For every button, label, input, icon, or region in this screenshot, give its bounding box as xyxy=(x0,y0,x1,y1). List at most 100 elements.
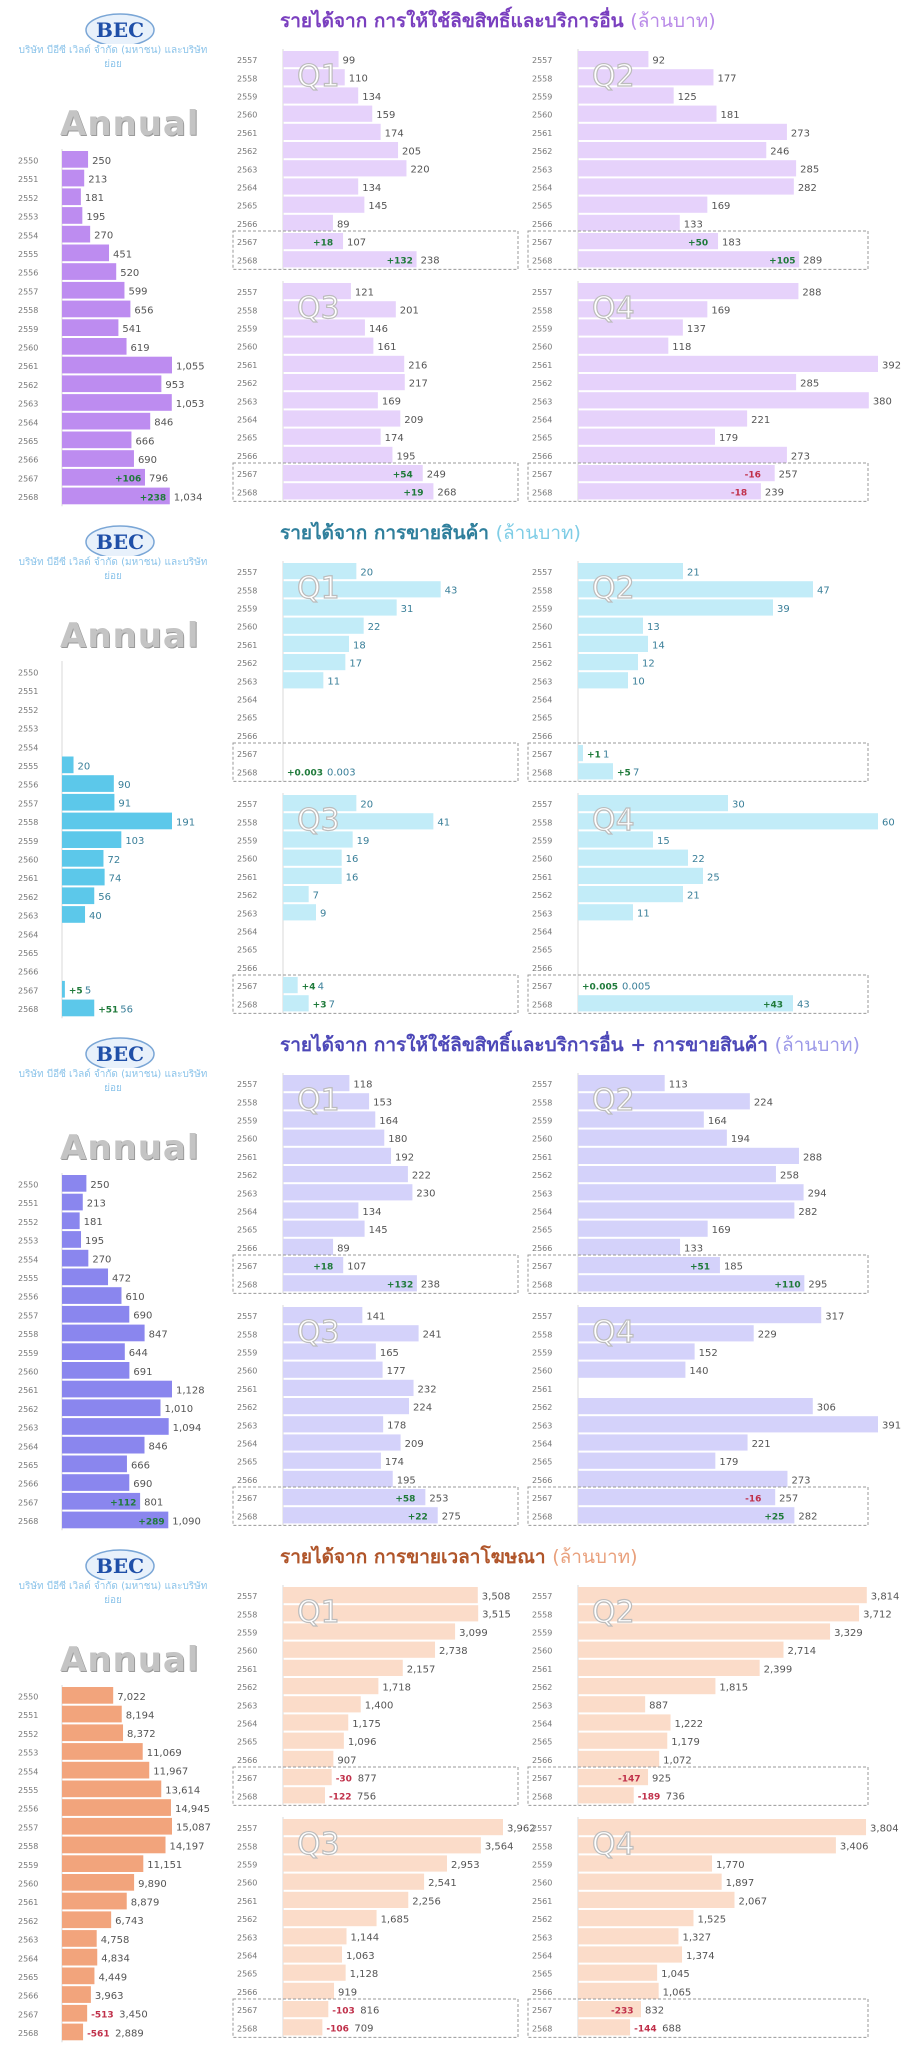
bar xyxy=(62,169,85,187)
bar xyxy=(62,207,83,224)
bar xyxy=(283,1470,393,1487)
bar xyxy=(578,1275,805,1292)
bar xyxy=(578,1750,660,1767)
year-label: 2562 xyxy=(18,1405,38,1414)
year-label: 2562 xyxy=(237,1915,257,1924)
bar xyxy=(62,1874,135,1891)
year-label: 2561 xyxy=(18,1386,38,1395)
highlight-box xyxy=(232,1486,519,1526)
bar xyxy=(283,142,399,159)
bar xyxy=(283,1678,379,1695)
bar xyxy=(283,69,345,86)
bar xyxy=(62,1418,169,1435)
bar xyxy=(578,69,714,86)
year-label: 2561 xyxy=(237,361,257,370)
bar xyxy=(62,188,81,206)
year-label: 2563 xyxy=(532,1421,552,1430)
value-label: 195 xyxy=(397,1475,416,1486)
value-label: 249 xyxy=(427,469,446,480)
value-label: 1 xyxy=(603,749,609,760)
year-label: 2566 xyxy=(237,1756,257,1765)
bar xyxy=(578,1489,776,1506)
value-label: 656 xyxy=(134,305,153,316)
bar-group: 2557 30 2558 60 2559 15 2560 22 2561 25 2562 21 2563… xyxy=(527,793,895,1014)
year-label: 2559 xyxy=(237,1349,257,1358)
value-label: 666 xyxy=(135,436,154,447)
change-label: +51 xyxy=(690,1262,710,1272)
value-label: 121 xyxy=(355,287,374,298)
year-label: 2568 xyxy=(18,493,38,502)
year-label: 2560 xyxy=(237,1647,257,1656)
bar xyxy=(62,1231,82,1248)
bar xyxy=(578,251,800,268)
bar xyxy=(578,1093,750,1110)
year-label: 2561 xyxy=(532,1665,552,1674)
bar xyxy=(578,374,797,391)
bar xyxy=(283,1147,392,1164)
year-label: 2550 xyxy=(18,156,38,165)
change-label: -122 xyxy=(329,1793,352,1803)
year-label: 2563 xyxy=(532,909,552,918)
value-label: 229 xyxy=(758,1330,777,1341)
bar xyxy=(283,1659,403,1676)
year-label: 2551 xyxy=(18,1711,38,1720)
year-label: 2564 xyxy=(532,928,552,937)
bar xyxy=(62,1399,161,1417)
value-label: 541 xyxy=(122,324,141,335)
change-label: +43 xyxy=(763,1001,783,1011)
value-label: 317 xyxy=(825,1311,844,1322)
bar xyxy=(283,1714,349,1731)
year-label: 2560 xyxy=(18,855,38,864)
year-label: 2561 xyxy=(237,1153,257,1162)
year-label: 2559 xyxy=(532,605,552,614)
value-label: 1,034 xyxy=(174,492,203,503)
value-label: 21 xyxy=(687,890,700,901)
year-label: 2568 xyxy=(532,256,552,265)
year-label: 2567 xyxy=(237,750,257,759)
bar xyxy=(62,1687,114,1704)
change-label: +18 xyxy=(313,238,333,248)
bar xyxy=(578,105,717,122)
year-label: 2564 xyxy=(237,184,257,193)
value-label: 141 xyxy=(366,1311,385,1322)
chart-title: รายได้จาก การให้ใช้ลิขสิทธิ์และบริการอื่… xyxy=(280,1030,860,1060)
value-label: 907 xyxy=(337,1755,356,1766)
value-label: 221 xyxy=(751,415,770,426)
title-prefix: รายได้จาก xyxy=(280,522,374,544)
bar xyxy=(578,160,797,177)
value-label: 11,069 xyxy=(147,1748,182,1759)
value-label: 644 xyxy=(129,1348,148,1359)
year-label: 2562 xyxy=(237,1683,257,1692)
value-label: 801 xyxy=(144,1498,163,1509)
bar xyxy=(62,1817,172,1835)
bar xyxy=(283,1587,478,1604)
year-label: 2554 xyxy=(18,1767,38,1776)
bar xyxy=(578,795,728,812)
year-label: 2565 xyxy=(237,1970,257,1979)
bar xyxy=(283,849,342,866)
bar-group: 2557 21 2558 47 2559 39 2560 13 2561 14 2562 12 2563… xyxy=(527,561,869,782)
bar xyxy=(62,999,95,1017)
value-label: 796 xyxy=(149,474,168,485)
change-label: -233 xyxy=(611,2006,634,2016)
year-label: 2560 xyxy=(532,1367,552,1376)
bar xyxy=(283,1605,479,1622)
year-label: 2565 xyxy=(237,1458,257,1467)
year-label: 2561 xyxy=(237,641,257,650)
year-label: 2552 xyxy=(18,706,38,715)
value-label: 294 xyxy=(808,1189,827,1200)
value-label: 2,256 xyxy=(412,1896,441,1907)
bar xyxy=(62,1836,166,1854)
year-label: 2557 xyxy=(237,1080,257,1089)
bar xyxy=(62,1380,172,1398)
bar xyxy=(283,1093,370,1110)
value-label: 690 xyxy=(138,455,157,466)
year-label: 2557 xyxy=(237,1824,257,1833)
year-label: 2564 xyxy=(237,928,257,937)
value-label: 736 xyxy=(666,1792,685,1803)
bar xyxy=(283,1257,344,1274)
value-label: 12 xyxy=(642,658,655,669)
year-label: 2562 xyxy=(532,147,552,156)
quarter-label: Q3 xyxy=(297,803,340,838)
svg-text:BEC: BEC xyxy=(96,530,144,554)
